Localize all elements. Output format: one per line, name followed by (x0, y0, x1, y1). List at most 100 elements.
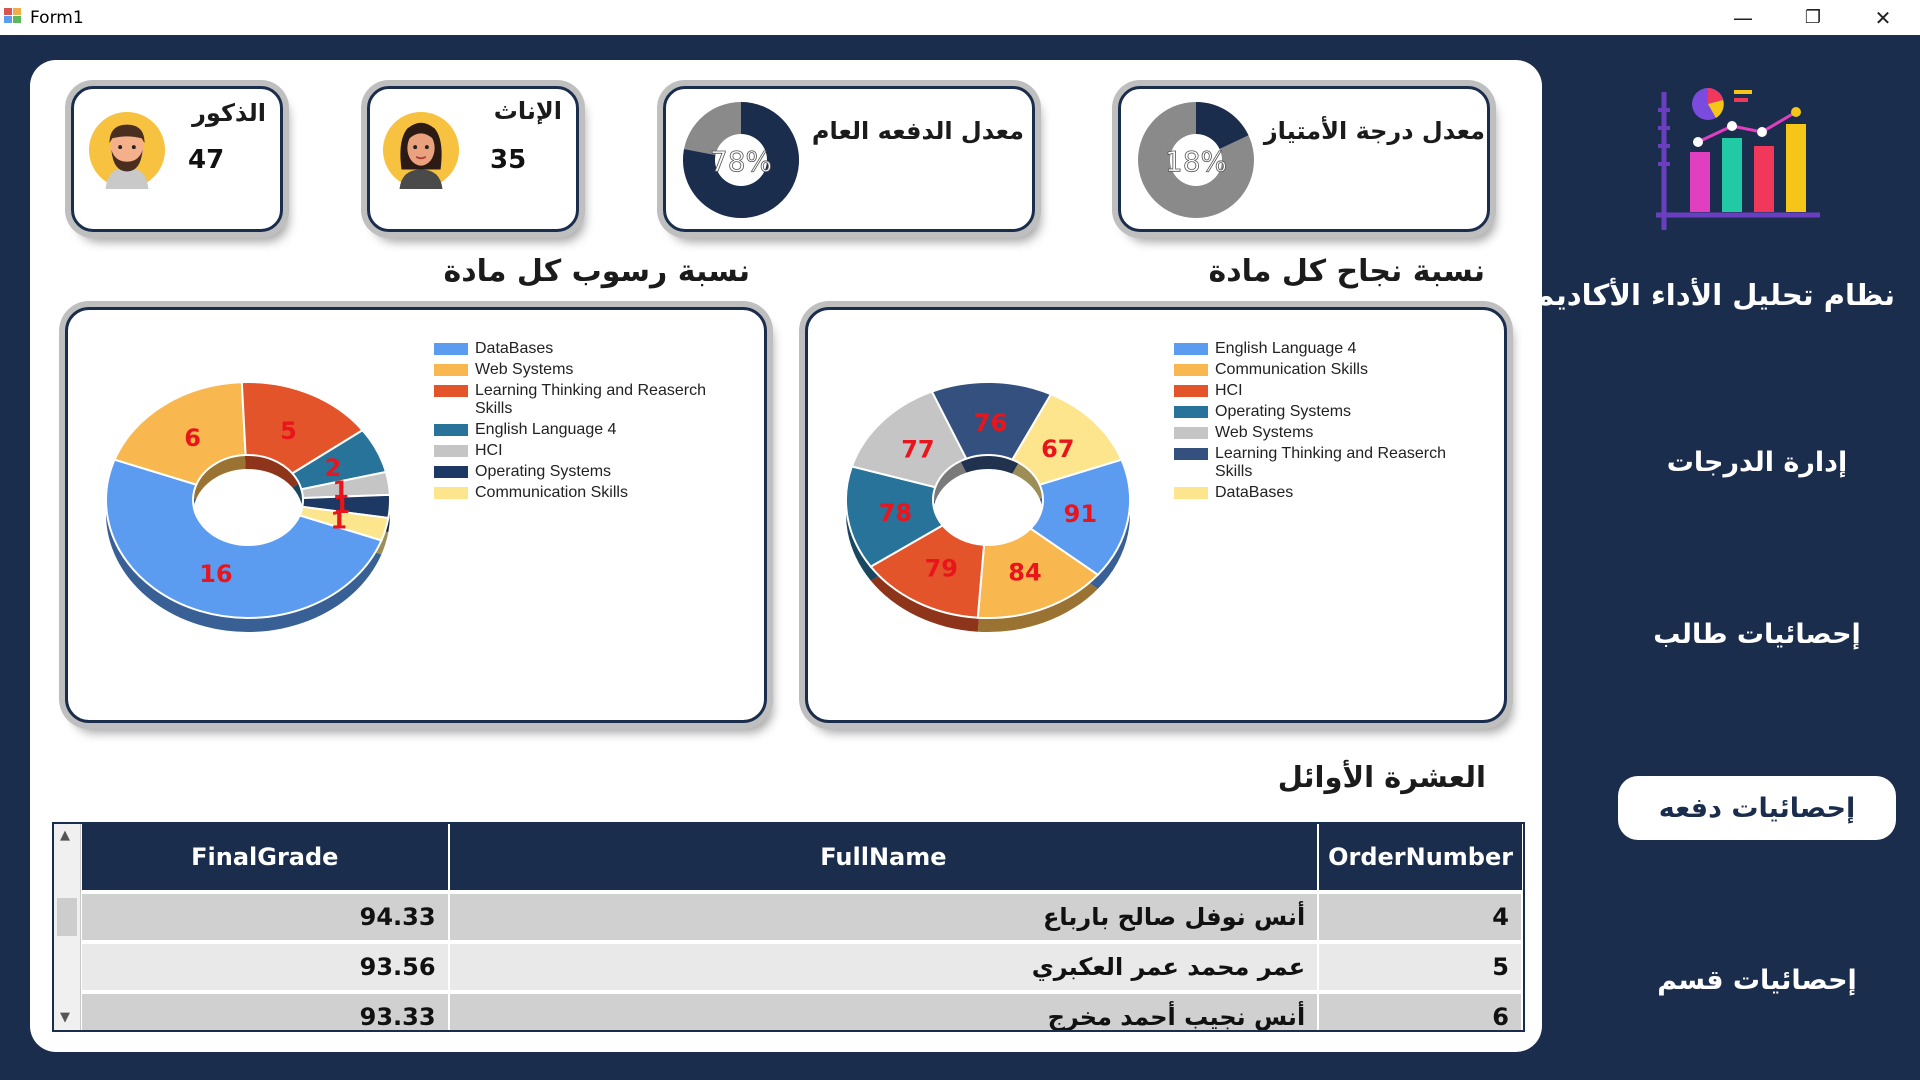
gauge-hole (715, 134, 767, 186)
grade-cell[interactable]: 94.33 (82, 890, 450, 942)
legend-swatch (1174, 385, 1208, 397)
male-avatar-icon (88, 111, 166, 189)
excellence-percent: 18% (1165, 145, 1227, 178)
legend-item: Communication Skills (434, 484, 725, 502)
females-count: 35 (490, 145, 527, 175)
donut-slice[interactable] (850, 390, 968, 489)
table-row[interactable]: 93.33 أنس نجيب أحمد مخرج 6 (82, 990, 1523, 1030)
donut-data-label: 1 (333, 491, 350, 519)
name-cell[interactable]: أنس نجيب أحمد مخرج (448, 990, 1320, 1030)
legend-item: HCI (1174, 382, 1465, 400)
minimize-button[interactable]: — (1708, 0, 1778, 35)
batch-average-gauge: 78% (683, 102, 799, 218)
pass-rate-legend: English Language 4 Communication Skills HC… (1174, 340, 1465, 505)
donut-slice[interactable] (976, 527, 1100, 619)
order-cell[interactable]: 4 (1318, 890, 1523, 942)
donut-data-label: 84 (1008, 559, 1041, 587)
scroll-thumb[interactable] (57, 898, 77, 936)
legend-swatch (1174, 448, 1208, 460)
legend-label: Communication Skills (475, 484, 628, 501)
legend-label: English Language 4 (1215, 340, 1357, 357)
donut-data-label: 76 (974, 409, 1007, 437)
batch-average-label: معدل الدفعه العام (811, 117, 1024, 145)
donut-slice[interactable] (930, 381, 1053, 461)
maximize-button[interactable]: ❐ (1778, 0, 1848, 35)
top-ten-table: FinalGrade FullName OrderNumber 94.33 أن… (82, 824, 1523, 1030)
batch-average-card: 78% معدل الدفعه العام (663, 86, 1035, 232)
legend-label: Operating Systems (475, 463, 612, 480)
legend-item: Learning Thinking and Reaserch Skills (1174, 445, 1465, 481)
column-header-fullname[interactable]: FullName (448, 824, 1320, 892)
legend-swatch (434, 364, 468, 376)
males-card: الذكور 47 (71, 86, 283, 232)
grid-vertical-scrollbar[interactable]: ▲ ▼ (54, 824, 81, 1030)
donut-data-label: 1 (332, 476, 349, 504)
legend-swatch (1174, 487, 1208, 499)
column-header-finalgrade[interactable]: FinalGrade (82, 824, 450, 892)
legend-label: Learning Thinking and Reaserch Skills (1215, 445, 1446, 480)
legend-item: Operating Systems (434, 463, 725, 481)
analytics-logo-icon (1656, 88, 1820, 230)
excellence-label: معدل درجة الأمتياز (1263, 117, 1485, 145)
fail-rate-title: نسبة رسوب كل مادة (443, 254, 750, 289)
legend-item: DataBases (434, 340, 725, 358)
legend-label: DataBases (1215, 484, 1294, 501)
app-icon (4, 8, 21, 23)
donut-data-label: 16 (199, 560, 232, 588)
nav-batch-statistics[interactable]: إحصائيات دفعه (1618, 776, 1896, 840)
nav-student-statistics[interactable]: إحصائيات طالب (1653, 618, 1861, 650)
table-row[interactable]: 93.56 عمر محمد عمر العكبري 5 (82, 940, 1523, 992)
fail-rate-legend: DataBases Web Systems Learning Thinking an… (434, 340, 725, 505)
legend-label: Web Systems (1215, 424, 1314, 441)
donut-data-label: 2 (325, 454, 342, 482)
donut-data-label: 5 (280, 417, 297, 445)
donut-slice[interactable] (1028, 458, 1131, 577)
donut-slice[interactable] (240, 381, 365, 475)
legend-swatch (1174, 406, 1208, 418)
legend-label: Operating Systems (1215, 403, 1352, 420)
pass-rate-title: نسبة نجاح كل مادة (1208, 254, 1485, 289)
grade-cell[interactable]: 93.33 (82, 990, 450, 1030)
legend-item: English Language 4 (1174, 340, 1465, 358)
top-ten-title: العشرة الأوائل (1277, 760, 1486, 794)
order-cell[interactable]: 5 (1318, 940, 1523, 992)
legend-item: DataBases (1174, 484, 1465, 502)
scroll-up-icon[interactable]: ▲ (60, 828, 70, 843)
column-header-ordernumber[interactable]: OrderNumber (1318, 824, 1522, 892)
legend-swatch (434, 424, 468, 436)
donut-data-label: 1 (330, 506, 347, 534)
scroll-down-icon[interactable]: ▼ (60, 1010, 70, 1025)
legend-swatch (434, 445, 468, 457)
order-cell[interactable]: 6 (1318, 990, 1523, 1030)
table-row[interactable]: 94.33 أنس نوفل صالح بارباع 4 (82, 890, 1523, 942)
donut-slice[interactable] (1010, 392, 1123, 486)
batch-average-percent: 78% (710, 145, 772, 178)
maximize-icon: ❐ (1804, 7, 1822, 28)
legend-item: Operating Systems (1174, 403, 1465, 421)
legend-label: English Language 4 (475, 421, 617, 438)
fail-rate-chart-card: 16 6 5 2 1 1 1 DataBases Web Systems Learning Th… (65, 307, 767, 723)
legend-item: Web Systems (434, 361, 725, 379)
legend-item: English Language 4 (434, 421, 725, 439)
name-cell[interactable]: أنس نوفل صالح بارباع (448, 890, 1320, 942)
close-icon: ✕ (1874, 5, 1892, 30)
close-button[interactable]: ✕ (1848, 0, 1918, 35)
minimize-icon: — (1733, 5, 1753, 30)
legend-item: HCI (434, 442, 725, 460)
legend-swatch (434, 385, 468, 397)
nav-department-statistics[interactable]: إحصائيات قسم (1657, 964, 1857, 996)
donut-slice[interactable] (845, 465, 945, 568)
legend-label: HCI (1215, 382, 1243, 399)
nav-grades-management[interactable]: إدارة الدرجات (1666, 446, 1848, 478)
legend-swatch (434, 487, 468, 499)
name-cell[interactable]: عمر محمد عمر العكبري (448, 940, 1320, 992)
donut-slice[interactable] (105, 458, 383, 619)
grade-cell[interactable]: 93.56 (82, 940, 450, 992)
window-title: Form1 (30, 8, 84, 28)
pass-rate-chart-card: 91 84 79 78 77 76 67 English Language 4 Communi… (805, 307, 1507, 723)
males-count: 47 (188, 145, 225, 175)
donut-slice[interactable] (298, 505, 390, 542)
donut-slice[interactable] (113, 381, 247, 486)
donut-data-label: 78 (879, 499, 912, 527)
